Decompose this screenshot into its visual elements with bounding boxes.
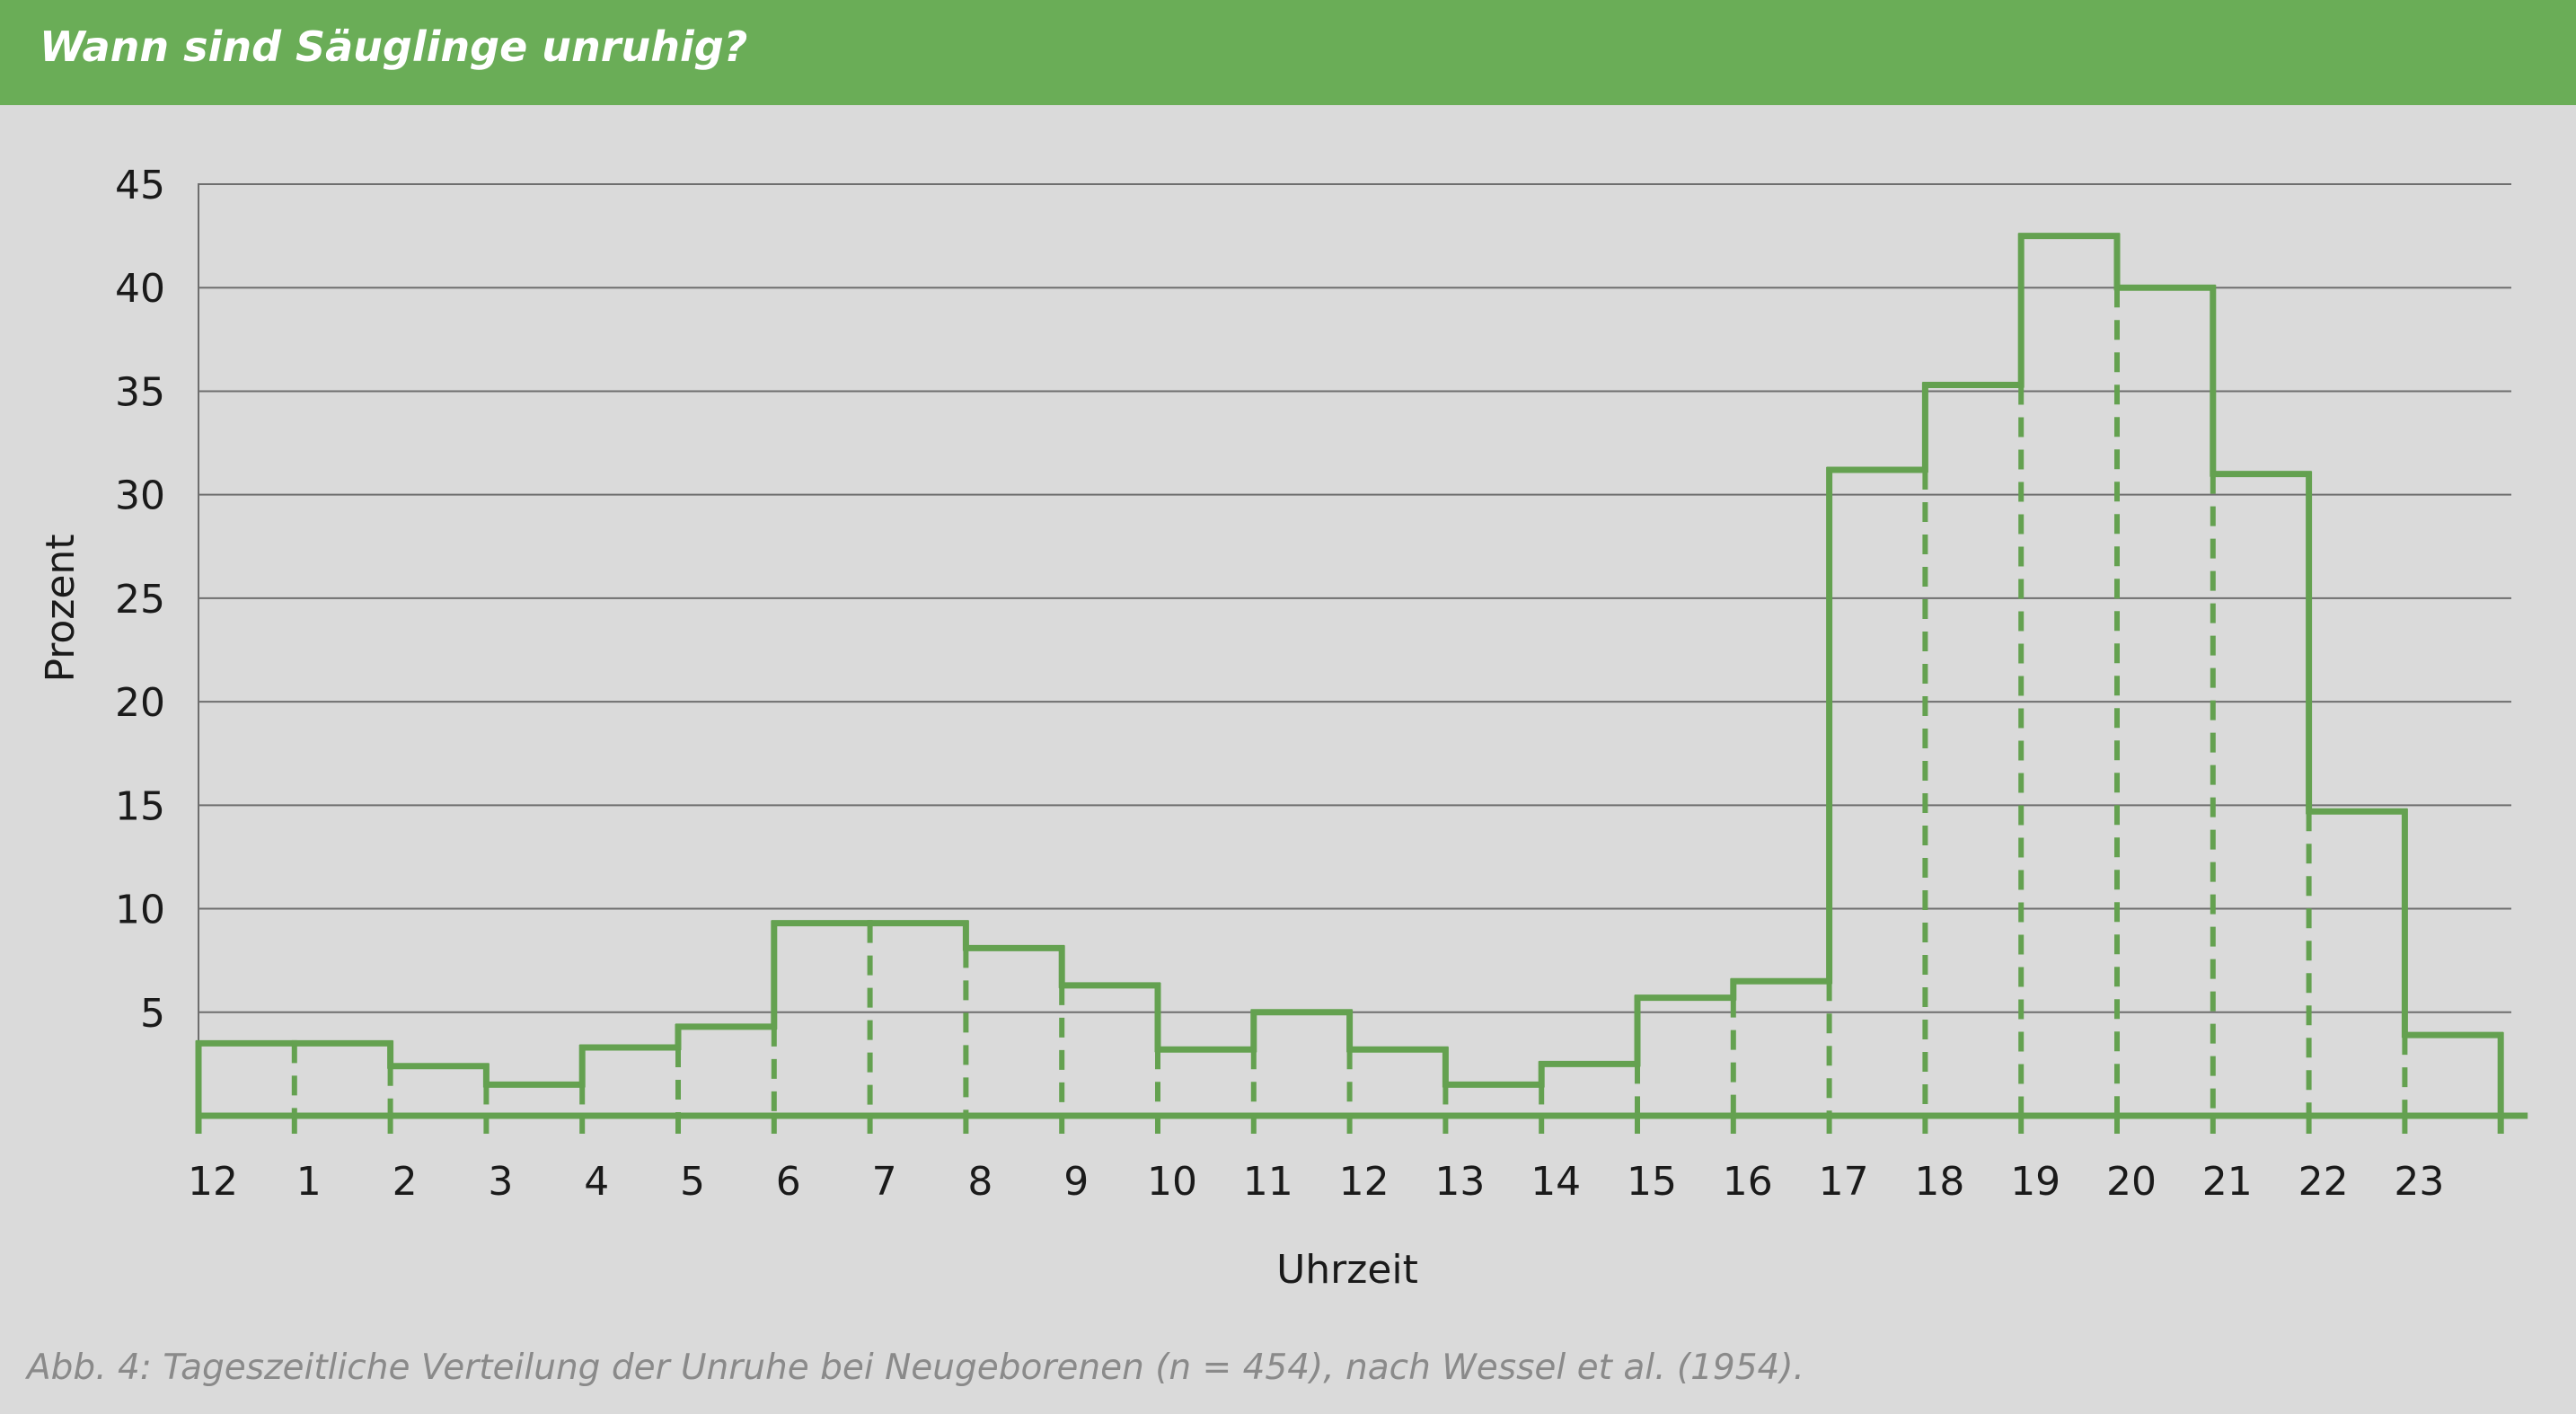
x-tick-label: 6 xyxy=(776,1159,801,1205)
x-tick-label: 15 xyxy=(1627,1159,1677,1205)
x-tick-label: 3 xyxy=(488,1159,513,1205)
x-tick-label: 16 xyxy=(1723,1159,1773,1205)
x-tick-label: 5 xyxy=(680,1159,705,1205)
x-tick-label: 21 xyxy=(2202,1159,2253,1205)
y-tick-label: 45 xyxy=(115,163,165,208)
y-tick-label: 20 xyxy=(115,680,165,726)
x-tick-labels: 12 1 2 3 4 5 6 7 8 9 10 11 12 13 14 15 16 17 18 19 20 21 22 23 xyxy=(188,1116,2504,1205)
x-tick-label: 20 xyxy=(2106,1159,2157,1205)
y-tick-labels: 5 10 15 20 25 30 35 40 45 xyxy=(115,163,165,1037)
x-tick-label: 2 xyxy=(393,1159,418,1205)
x-tick-label: 17 xyxy=(1819,1159,1869,1205)
x-tick-label: 9 xyxy=(1063,1159,1089,1205)
x-tick-label: 18 xyxy=(1914,1159,1964,1205)
x-tick-label: 10 xyxy=(1147,1159,1197,1205)
y-tick-label: 5 xyxy=(140,991,165,1037)
y-axis-title: Prozent xyxy=(38,534,84,682)
header-bar: Wann sind Säuglinge unruhig? xyxy=(0,0,2576,105)
x-tick-label: 14 xyxy=(1531,1159,1581,1205)
y-tick-label: 25 xyxy=(115,577,165,623)
x-tick-label: 12 xyxy=(1339,1159,1389,1205)
x-tick-label: 23 xyxy=(2394,1159,2444,1205)
x-tick-label: 22 xyxy=(2298,1159,2349,1205)
x-tick-label: 1 xyxy=(296,1159,322,1205)
y-tick-label: 35 xyxy=(115,369,165,415)
x-tick-label: 7 xyxy=(872,1159,897,1205)
x-tick-label: 4 xyxy=(584,1159,609,1205)
chart-heading: Wann sind Säuglinge unruhig? xyxy=(40,22,748,71)
y-tick-label: 30 xyxy=(115,473,165,519)
x-tick-label: 19 xyxy=(2010,1159,2060,1205)
x-tick-label: 8 xyxy=(967,1159,992,1205)
x-tick-label: 11 xyxy=(1243,1159,1293,1205)
x-tick-label: 13 xyxy=(1434,1159,1485,1205)
bar-dividers xyxy=(291,287,2408,1116)
x-tick-label: 12 xyxy=(188,1159,238,1205)
chart-area: 5 10 15 20 25 30 35 40 45 12 1 2 3 4 5 6 7 8 9 10 11 12 13 14 1… xyxy=(0,105,2576,1309)
grid-lines xyxy=(198,183,2511,1116)
y-tick-label: 10 xyxy=(115,888,165,933)
step-outline xyxy=(195,233,2528,1134)
figure-caption: Abb. 4: Tageszeitliche Verteilung der Un… xyxy=(27,1348,1804,1388)
y-tick-label: 40 xyxy=(115,266,165,312)
x-axis-title: Uhrzeit xyxy=(1276,1247,1418,1293)
y-tick-label: 15 xyxy=(115,783,165,829)
